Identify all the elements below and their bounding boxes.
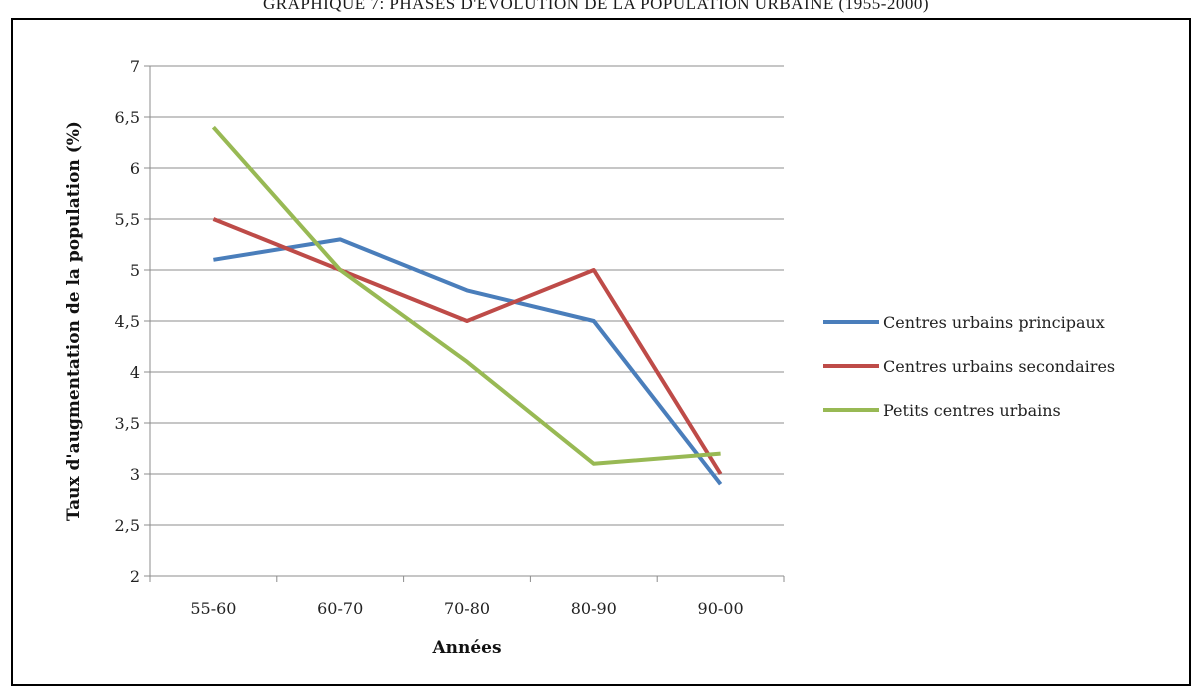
axes bbox=[144, 65, 785, 582]
y-tick-label: 5,5 bbox=[115, 210, 140, 229]
y-tick-label: 7 bbox=[130, 57, 140, 76]
x-tick-label: 80-90 bbox=[571, 599, 617, 618]
x-tick-label: 70-80 bbox=[444, 599, 490, 618]
y-tick-label: 4 bbox=[130, 363, 140, 382]
x-axis-title: Années bbox=[431, 638, 501, 658]
data-point bbox=[211, 125, 215, 129]
y-tick-label: 4,5 bbox=[115, 312, 140, 331]
data-point bbox=[465, 288, 469, 292]
y-tick-label: 6 bbox=[130, 159, 140, 178]
series-line-3 bbox=[211, 125, 721, 466]
data-point bbox=[338, 268, 342, 272]
data-point bbox=[465, 360, 469, 364]
y-tick-label: 6,5 bbox=[115, 108, 140, 127]
x-tick-label: 60-70 bbox=[317, 599, 363, 618]
y-axis-title: Taux d'augmentation de la population (%) bbox=[64, 121, 84, 521]
series-line-2 bbox=[212, 217, 723, 476]
data-point bbox=[211, 258, 215, 262]
data-point bbox=[211, 217, 215, 221]
legend-label: Petits centres urbains bbox=[883, 401, 1061, 420]
data-point bbox=[592, 319, 596, 323]
tick-labels: 2 2,5 3 3,5 4 4,5 5 5,5 6 6,5 7 55-60 60-70 70-80 80-9… bbox=[115, 57, 744, 618]
series-line-1 bbox=[213, 237, 723, 486]
y-tick-label: 2 bbox=[130, 567, 140, 586]
data-point bbox=[338, 237, 342, 241]
x-tick-label: 55-60 bbox=[190, 599, 236, 618]
data-point bbox=[719, 482, 723, 486]
chart-frame: 2 2,5 3 3,5 4 4,5 5 5,5 6 6,5 7 55-60 60-70 70-80 80-9… bbox=[11, 18, 1191, 686]
figure-caption: GRAPHIQUE 7: PHASES D'EVOLUTION DE LA PO… bbox=[262, 0, 930, 13]
y-tick-label: 2,5 bbox=[115, 516, 140, 535]
legend-label: Centres urbains principaux bbox=[883, 313, 1105, 332]
data-point bbox=[592, 268, 596, 272]
y-tick-label: 3,5 bbox=[115, 414, 140, 433]
data-point bbox=[592, 462, 596, 466]
data-point bbox=[719, 452, 723, 456]
legend: Centres urbains principaux Centres urbain… bbox=[823, 313, 1115, 420]
series-lines bbox=[211, 125, 723, 486]
y-tick-label: 3 bbox=[130, 465, 140, 484]
line-chart: 2 2,5 3 3,5 4 4,5 5 5,5 6 6,5 7 55-60 60-70 70-80 80-9… bbox=[64, 57, 1115, 658]
data-point bbox=[719, 472, 723, 476]
data-point bbox=[465, 319, 469, 323]
x-tick-label: 90-00 bbox=[698, 599, 744, 618]
y-tick-label: 5 bbox=[130, 261, 140, 280]
legend-label: Centres urbains secondaires bbox=[883, 357, 1115, 376]
